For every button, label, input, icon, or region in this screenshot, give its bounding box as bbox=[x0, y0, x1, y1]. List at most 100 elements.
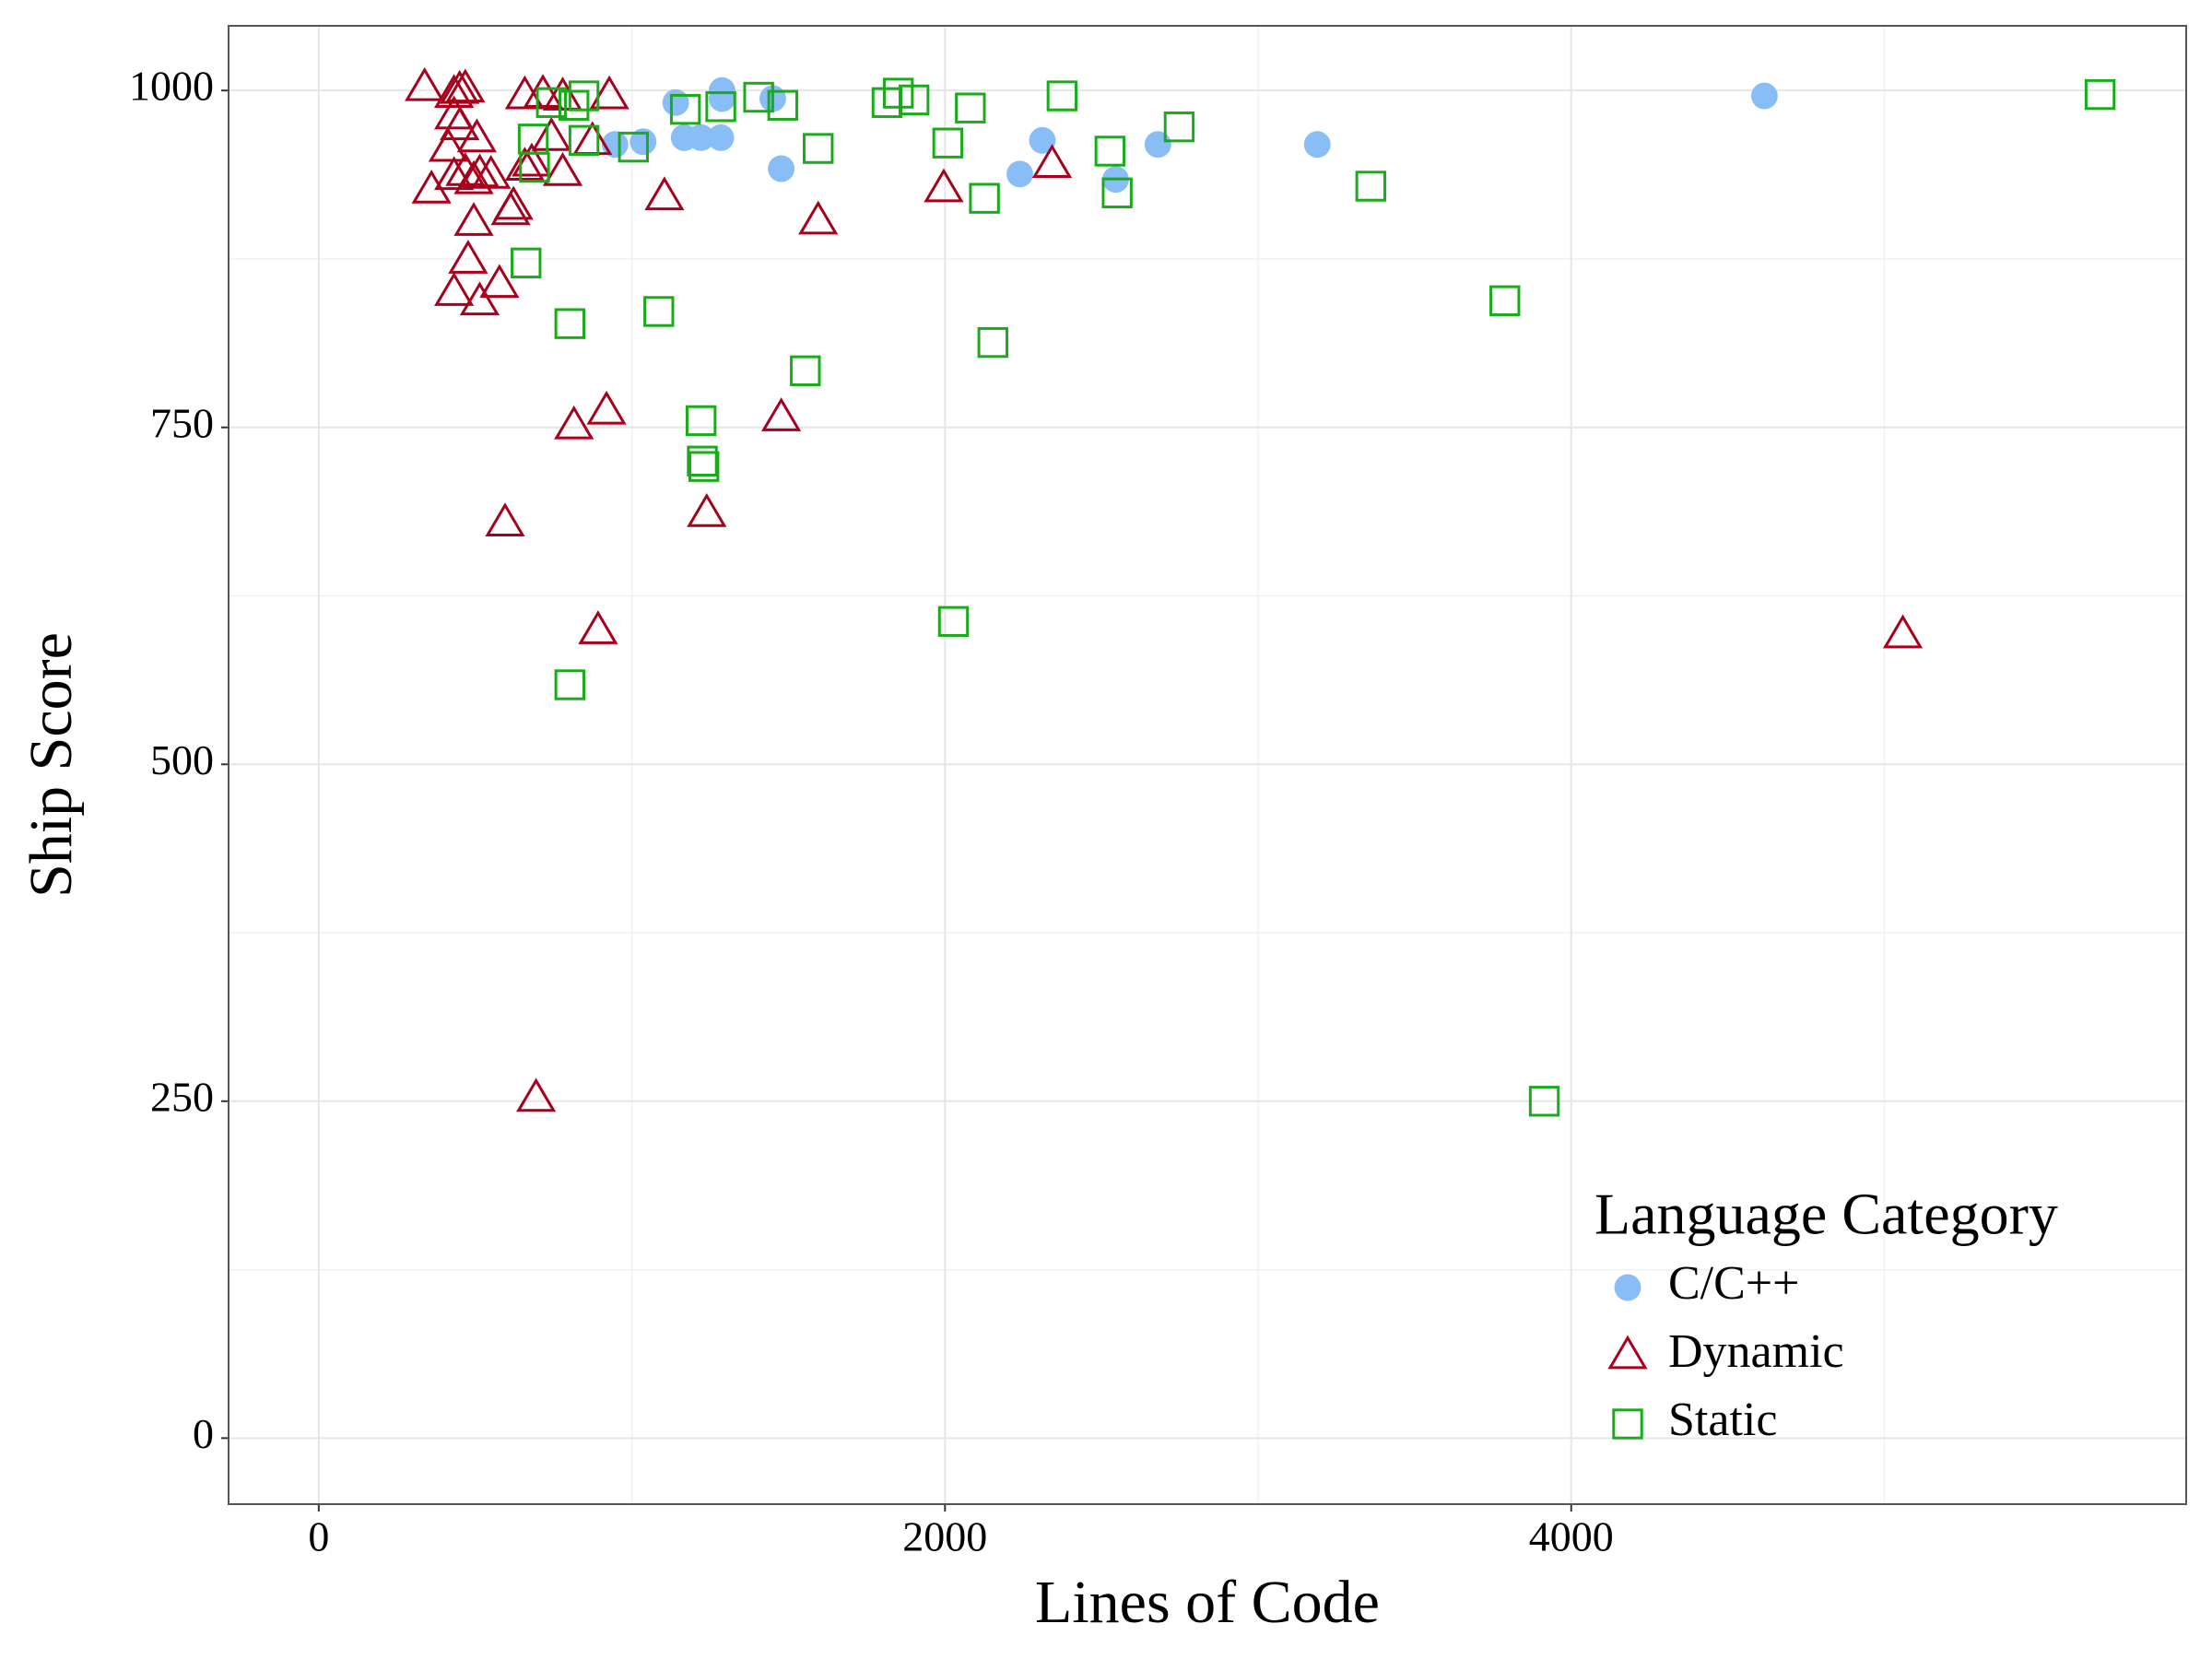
y-axis-title: Ship Score bbox=[18, 632, 85, 898]
point bbox=[459, 281, 500, 316]
point bbox=[1101, 177, 1133, 209]
point bbox=[1163, 111, 1195, 143]
legend-symbol bbox=[1612, 1408, 1643, 1440]
point bbox=[898, 84, 930, 116]
point bbox=[977, 326, 1008, 359]
point bbox=[519, 151, 550, 183]
point bbox=[688, 451, 720, 482]
legend-symbol bbox=[1614, 1274, 1641, 1301]
point bbox=[512, 142, 552, 177]
point bbox=[535, 87, 567, 119]
x-tick-label: 4000 bbox=[1529, 1513, 1614, 1560]
point bbox=[1031, 144, 1073, 179]
point bbox=[2084, 78, 2116, 111]
legend-label: C/C++ bbox=[1668, 1257, 1799, 1310]
y-tick-label: 1000 bbox=[129, 63, 214, 110]
point bbox=[969, 182, 1000, 214]
point bbox=[448, 240, 488, 274]
point bbox=[453, 159, 494, 194]
point bbox=[411, 170, 452, 204]
point bbox=[428, 127, 469, 162]
point bbox=[554, 308, 586, 339]
point bbox=[1006, 160, 1033, 188]
point bbox=[743, 81, 774, 113]
legend-label: Static bbox=[1668, 1394, 1777, 1446]
point bbox=[1489, 285, 1521, 316]
point bbox=[1750, 82, 1778, 110]
point bbox=[644, 176, 685, 211]
point bbox=[433, 272, 475, 306]
point bbox=[589, 75, 629, 110]
point bbox=[708, 85, 735, 112]
point bbox=[761, 397, 802, 431]
point bbox=[493, 185, 534, 220]
point bbox=[504, 147, 546, 181]
y-tick-label: 500 bbox=[150, 736, 214, 783]
point bbox=[531, 117, 571, 151]
point bbox=[1355, 171, 1387, 202]
x-tick-label: 2000 bbox=[902, 1513, 987, 1560]
point bbox=[1046, 80, 1078, 112]
point bbox=[643, 296, 675, 327]
point bbox=[559, 89, 590, 121]
x-tick-label: 0 bbox=[308, 1513, 329, 1560]
point bbox=[798, 200, 839, 235]
point bbox=[669, 93, 701, 125]
point bbox=[687, 445, 718, 477]
point bbox=[1094, 135, 1126, 167]
point bbox=[768, 155, 795, 182]
point bbox=[688, 124, 715, 151]
point bbox=[586, 390, 627, 425]
point bbox=[578, 610, 618, 644]
y-tick-label: 0 bbox=[193, 1410, 214, 1457]
point bbox=[440, 106, 480, 141]
point bbox=[445, 68, 486, 103]
point bbox=[882, 77, 914, 109]
legend-label: Dynamic bbox=[1668, 1325, 1844, 1378]
legend-title: Language Category bbox=[1594, 1182, 2058, 1247]
point bbox=[618, 131, 649, 163]
point bbox=[1882, 614, 1924, 649]
point bbox=[568, 124, 600, 156]
point bbox=[504, 75, 546, 110]
x-axis-title: Lines of Code bbox=[1035, 1569, 1380, 1636]
point bbox=[453, 202, 494, 236]
point bbox=[629, 128, 657, 156]
y-tick-label: 250 bbox=[150, 1073, 214, 1120]
point bbox=[1303, 131, 1331, 159]
point bbox=[662, 88, 689, 116]
point bbox=[479, 264, 520, 299]
point bbox=[803, 133, 834, 164]
point bbox=[707, 124, 735, 151]
point bbox=[471, 154, 512, 189]
point bbox=[687, 492, 727, 527]
point bbox=[790, 355, 821, 387]
point bbox=[485, 502, 525, 536]
y-tick-label: 750 bbox=[150, 399, 214, 446]
point bbox=[511, 247, 542, 279]
point bbox=[932, 127, 964, 159]
point bbox=[433, 74, 475, 108]
point bbox=[542, 152, 583, 186]
point bbox=[955, 92, 986, 124]
point bbox=[568, 80, 600, 112]
legend-symbol bbox=[1607, 1335, 1648, 1370]
point bbox=[456, 118, 498, 153]
point bbox=[685, 405, 717, 437]
point bbox=[405, 66, 445, 101]
point bbox=[705, 91, 736, 123]
point bbox=[1528, 1086, 1560, 1117]
point bbox=[924, 168, 964, 203]
point bbox=[937, 606, 970, 637]
point bbox=[554, 669, 586, 700]
point bbox=[767, 89, 799, 121]
point bbox=[554, 405, 594, 440]
point bbox=[433, 156, 475, 191]
point bbox=[542, 76, 583, 111]
point bbox=[1144, 131, 1171, 159]
point bbox=[1029, 126, 1056, 154]
point bbox=[515, 1077, 557, 1112]
plot-border bbox=[228, 25, 2187, 1505]
